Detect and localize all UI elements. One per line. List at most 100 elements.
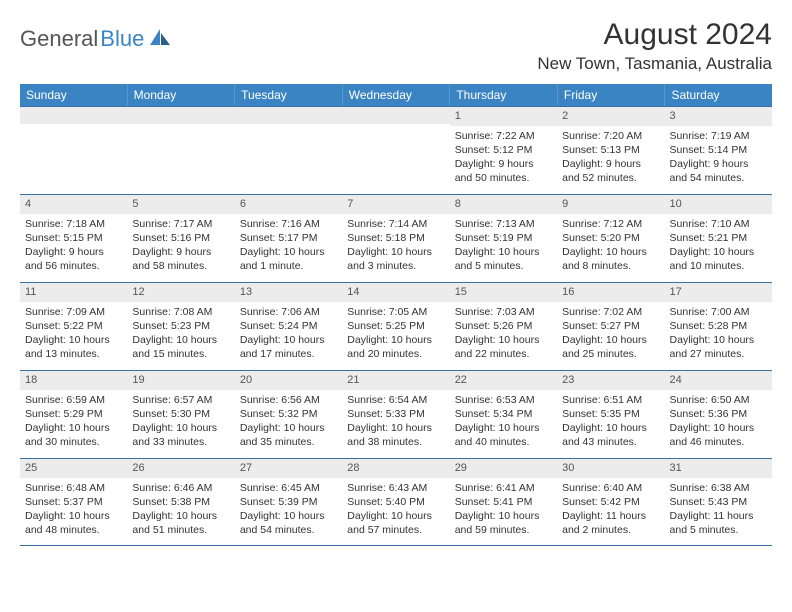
day-cell: 2Sunrise: 7:20 AMSunset: 5:13 PMDaylight… [557,107,664,194]
month-title: August 2024 [537,18,772,52]
calendar: SundayMondayTuesdayWednesdayThursdayFrid… [20,84,772,546]
day-header-cell: Friday [558,84,666,106]
day-info: Sunrise: 7:12 AMSunset: 5:20 PMDaylight:… [557,217,664,274]
day-cell: 23 Sunrise: 6:51 AMSunset: 5:35 PMDayligh… [557,371,664,458]
day-header-cell: Sunday [20,84,128,106]
logo: General Blue [20,18,172,52]
day-number: 3 [665,107,772,126]
day-info: Sunrise: 6:41 AMSunset: 5:41 PMDaylight:… [450,481,557,538]
day-cell: 8 Sunrise: 7:13 AMSunset: 5:19 PMDaylight… [450,195,557,282]
day-number: 18 [20,371,127,390]
day-info: Sunrise: 7:02 AMSunset: 5:27 PMDaylight:… [557,305,664,362]
day-header-cell: Wednesday [343,84,451,106]
day-info: Sunrise: 6:57 AMSunset: 5:30 PMDaylight:… [127,393,234,450]
logo-text-general: General [20,26,98,52]
day-header-row: SundayMondayTuesdayWednesdayThursdayFrid… [20,84,772,106]
day-info: Sunrise: 7:16 AMSunset: 5:17 PMDaylight:… [235,217,342,274]
day-cell: 12 Sunrise: 7:08 AMSunset: 5:23 PMDayligh… [127,283,234,370]
day-cell: 27 Sunrise: 6:45 AMSunset: 5:39 PMDayligh… [235,459,342,545]
day-number: 15 [450,283,557,302]
week-row: 11 Sunrise: 7:09 AMSunset: 5:22 PMDayligh… [20,282,772,370]
sail-icon [148,27,172,52]
day-info: Sunrise: 6:51 AMSunset: 5:35 PMDaylight:… [557,393,664,450]
day-info: Sunrise: 6:53 AMSunset: 5:34 PMDaylight:… [450,393,557,450]
day-info: Sunrise: 7:17 AMSunset: 5:16 PMDaylight:… [127,217,234,274]
day-number: 28 [342,459,449,478]
day-cell: 31 Sunrise: 6:38 AMSunset: 5:43 PMDayligh… [665,459,772,545]
day-header-cell: Monday [128,84,236,106]
day-cell: 6 Sunrise: 7:16 AMSunset: 5:17 PMDaylight… [235,195,342,282]
day-cell: 25 Sunrise: 6:48 AMSunset: 5:37 PMDayligh… [20,459,127,545]
day-cell: 13Sunrise: 7:06 AMSunset: 5:24 PMDayligh… [235,283,342,370]
day-info: Sunrise: 6:45 AMSunset: 5:39 PMDaylight:… [235,481,342,538]
day-info: Sunrise: 7:10 AMSunset: 5:21 PMDaylight:… [665,217,772,274]
day-number: 6 [235,195,342,214]
day-info: Sunrise: 6:38 AMSunset: 5:43 PMDaylight:… [665,481,772,538]
day-info: Sunrise: 7:19 AMSunset: 5:14 PMDaylight:… [665,129,772,186]
day-info: Sunrise: 7:20 AMSunset: 5:13 PMDaylight:… [557,129,664,186]
day-cell: 17Sunrise: 7:00 AMSunset: 5:28 PMDayligh… [665,283,772,370]
day-info: Sunrise: 7:13 AMSunset: 5:19 PMDaylight:… [450,217,557,274]
day-number: 30 [557,459,664,478]
day-info: Sunrise: 6:48 AMSunset: 5:37 PMDaylight:… [20,481,127,538]
day-number: 5 [127,195,234,214]
day-number: 21 [342,371,449,390]
day-cell [235,107,342,194]
day-number: 17 [665,283,772,302]
day-number: 4 [20,195,127,214]
day-number: 11 [20,283,127,302]
day-cell: 5 Sunrise: 7:17 AMSunset: 5:16 PMDaylight… [127,195,234,282]
day-number: 8 [450,195,557,214]
day-info: Sunrise: 7:08 AMSunset: 5:23 PMDaylight:… [127,305,234,362]
day-number: 13 [235,283,342,302]
week-row: 25 Sunrise: 6:48 AMSunset: 5:37 PMDayligh… [20,458,772,546]
day-cell [342,107,449,194]
day-cell: 7Sunrise: 7:14 AMSunset: 5:18 PMDaylight… [342,195,449,282]
day-number: 9 [557,195,664,214]
week-row: 4Sunrise: 7:18 AMSunset: 5:15 PMDaylight… [20,194,772,282]
day-info: Sunrise: 6:59 AMSunset: 5:29 PMDaylight:… [20,393,127,450]
day-info: Sunrise: 6:56 AMSunset: 5:32 PMDaylight:… [235,393,342,450]
day-cell: 18 Sunrise: 6:59 AMSunset: 5:29 PMDayligh… [20,371,127,458]
empty-day-number [342,107,449,124]
day-number: 16 [557,283,664,302]
header: General Blue August 2024 New Town, Tasma… [20,18,772,74]
day-number: 29 [450,459,557,478]
day-cell: 20 Sunrise: 6:56 AMSunset: 5:32 PMDayligh… [235,371,342,458]
day-number: 27 [235,459,342,478]
day-info: Sunrise: 6:40 AMSunset: 5:42 PMDaylight:… [557,481,664,538]
day-number: 14 [342,283,449,302]
day-number: 24 [665,371,772,390]
day-cell: 15 Sunrise: 7:03 AMSunset: 5:26 PMDayligh… [450,283,557,370]
day-cell [127,107,234,194]
day-number: 20 [235,371,342,390]
day-cell: 10 Sunrise: 7:10 AMSunset: 5:21 PMDayligh… [665,195,772,282]
day-cell: 22Sunrise: 6:53 AMSunset: 5:34 PMDayligh… [450,371,557,458]
day-number: 19 [127,371,234,390]
day-info: Sunrise: 6:54 AMSunset: 5:33 PMDaylight:… [342,393,449,450]
empty-day-number [20,107,127,124]
day-cell: 28 Sunrise: 6:43 AMSunset: 5:40 PMDayligh… [342,459,449,545]
week-row: 18 Sunrise: 6:59 AMSunset: 5:29 PMDayligh… [20,370,772,458]
day-header-cell: Thursday [450,84,558,106]
week-row: 1Sunrise: 7:22 AMSunset: 5:12 PMDaylight… [20,106,772,194]
day-cell: 16 Sunrise: 7:02 AMSunset: 5:27 PMDayligh… [557,283,664,370]
location: New Town, Tasmania, Australia [537,54,772,74]
day-info: Sunrise: 7:09 AMSunset: 5:22 PMDaylight:… [20,305,127,362]
day-number: 12 [127,283,234,302]
day-header-cell: Saturday [665,84,772,106]
day-number: 26 [127,459,234,478]
day-number: 10 [665,195,772,214]
day-number: 31 [665,459,772,478]
day-number: 23 [557,371,664,390]
empty-day-number [127,107,234,124]
day-cell: 19 Sunrise: 6:57 AMSunset: 5:30 PMDayligh… [127,371,234,458]
day-number: 25 [20,459,127,478]
day-cell: 24 Sunrise: 6:50 AMSunset: 5:36 PMDayligh… [665,371,772,458]
day-info: Sunrise: 7:03 AMSunset: 5:26 PMDaylight:… [450,305,557,362]
day-info: Sunrise: 6:43 AMSunset: 5:40 PMDaylight:… [342,481,449,538]
empty-day-number [235,107,342,124]
day-info: Sunrise: 6:50 AMSunset: 5:36 PMDaylight:… [665,393,772,450]
weeks-container: 1Sunrise: 7:22 AMSunset: 5:12 PMDaylight… [20,106,772,546]
day-number: 1 [450,107,557,126]
